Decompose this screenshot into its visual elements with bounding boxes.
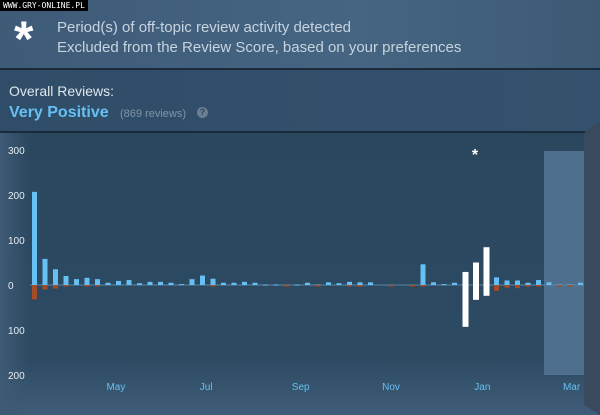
offtopic-marker-asterisk[interactable]: *	[472, 147, 479, 164]
positive-bar[interactable]	[441, 284, 447, 286]
negative-bar[interactable]	[515, 285, 520, 289]
positive-bar[interactable]	[431, 282, 436, 285]
negative-bar[interactable]	[315, 285, 321, 287]
banner-subtitle: Excluded from the Review Score, based on…	[57, 39, 462, 56]
negative-bar[interactable]	[63, 285, 69, 287]
y-tick-label: 100	[8, 326, 25, 337]
negative-bar[interactable]	[347, 285, 352, 287]
negative-bar[interactable]	[420, 285, 426, 287]
positive-bar[interactable]	[536, 280, 541, 285]
negative-bar[interactable]	[32, 285, 37, 300]
positive-bar[interactable]	[525, 282, 531, 285]
off-topic-banner	[0, 0, 600, 68]
positive-bar[interactable]	[126, 280, 132, 285]
negative-bar[interactable]	[210, 285, 216, 287]
positive-bar[interactable]	[504, 280, 510, 286]
positive-bar[interactable]	[200, 275, 205, 285]
negative-bar[interactable]	[536, 285, 541, 287]
positive-bar[interactable]	[368, 282, 373, 285]
positive-bar[interactable]	[494, 277, 499, 285]
positive-bar[interactable]	[32, 191, 37, 285]
chart-edge-shade	[0, 133, 30, 415]
positive-bar[interactable]	[326, 282, 331, 285]
negative-bar[interactable]	[494, 285, 499, 291]
negative-bar[interactable]	[53, 285, 58, 289]
positive-bar[interactable]	[168, 282, 174, 285]
x-tick-label: Sep	[292, 382, 310, 393]
selected-range[interactable]	[544, 151, 584, 375]
review-histogram	[0, 133, 600, 415]
positive-bar[interactable]	[273, 284, 279, 286]
positive-bar[interactable]	[189, 279, 195, 285]
negative-bar[interactable]	[389, 285, 394, 287]
y-tick-label: 200	[8, 191, 25, 202]
negative-bar[interactable]	[284, 285, 289, 287]
negative-bar[interactable]	[410, 285, 415, 287]
overall-reviews-label: Overall Reviews:	[9, 83, 115, 99]
positive-bar[interactable]	[116, 280, 121, 285]
positive-bar[interactable]	[357, 282, 363, 285]
positive-bar[interactable]	[452, 282, 457, 285]
overall-reviews-panel	[0, 70, 600, 131]
x-tick-label: Jan	[474, 382, 490, 393]
right-panel-edge	[584, 120, 600, 415]
divider	[0, 68, 600, 70]
positive-bar[interactable]	[74, 279, 79, 285]
help-icon[interactable]: ?	[197, 107, 208, 118]
positive-bar[interactable]	[179, 284, 184, 286]
y-tick-label: 0	[8, 281, 14, 292]
negative-bar[interactable]	[557, 285, 562, 287]
negative-bar[interactable]	[84, 285, 90, 287]
positive-bar[interactable]	[305, 282, 310, 285]
positive-bar[interactable]	[53, 269, 58, 285]
positive-bar[interactable]	[546, 282, 552, 285]
negative-bar[interactable]	[357, 285, 363, 287]
watermark: WWW.GRY-ONLINE.PL	[0, 0, 88, 11]
asterisk-icon: *	[14, 11, 34, 67]
positive-bar[interactable]	[42, 258, 48, 285]
y-tick-label: 300	[8, 146, 25, 157]
negative-bar[interactable]	[525, 285, 531, 287]
offtopic-bar[interactable]	[473, 262, 479, 300]
x-tick-label: Jul	[200, 382, 213, 393]
positive-bar[interactable]	[242, 281, 247, 285]
positive-bar[interactable]	[578, 282, 583, 285]
offtopic-bar[interactable]	[483, 247, 490, 296]
offtopic-bar[interactable]	[462, 271, 469, 327]
positive-bar[interactable]	[63, 276, 69, 285]
negative-bar[interactable]	[567, 285, 573, 287]
banner-title: Period(s) of off-topic review activity d…	[57, 19, 352, 36]
positive-bar[interactable]	[221, 282, 226, 285]
negative-bar[interactable]	[504, 285, 510, 288]
positive-bar[interactable]	[231, 282, 237, 285]
positive-bar[interactable]	[147, 281, 153, 285]
positive-bar[interactable]	[347, 281, 352, 285]
x-tick-label: Nov	[382, 382, 400, 393]
positive-bar[interactable]	[210, 278, 216, 285]
positive-bar[interactable]	[420, 264, 426, 285]
positive-bar[interactable]	[294, 284, 300, 286]
positive-bar[interactable]	[252, 282, 258, 285]
positive-bar[interactable]	[263, 284, 268, 286]
divider	[0, 131, 600, 133]
positive-bar[interactable]	[336, 283, 342, 285]
x-tick-label: May	[106, 382, 125, 393]
review-score[interactable]: Very Positive	[9, 104, 109, 121]
y-tick-label: 200	[8, 371, 25, 382]
positive-bar[interactable]	[137, 283, 142, 285]
review-count: (869 reviews)	[120, 108, 187, 120]
positive-bar[interactable]	[515, 280, 520, 286]
positive-bar[interactable]	[95, 279, 100, 285]
positive-bar[interactable]	[158, 281, 163, 285]
x-tick-label: Mar	[563, 382, 581, 393]
positive-bar[interactable]	[105, 282, 111, 285]
negative-bar[interactable]	[95, 285, 100, 287]
negative-bar[interactable]	[42, 285, 48, 290]
positive-bar[interactable]	[84, 277, 90, 285]
y-tick-label: 100	[8, 236, 25, 247]
